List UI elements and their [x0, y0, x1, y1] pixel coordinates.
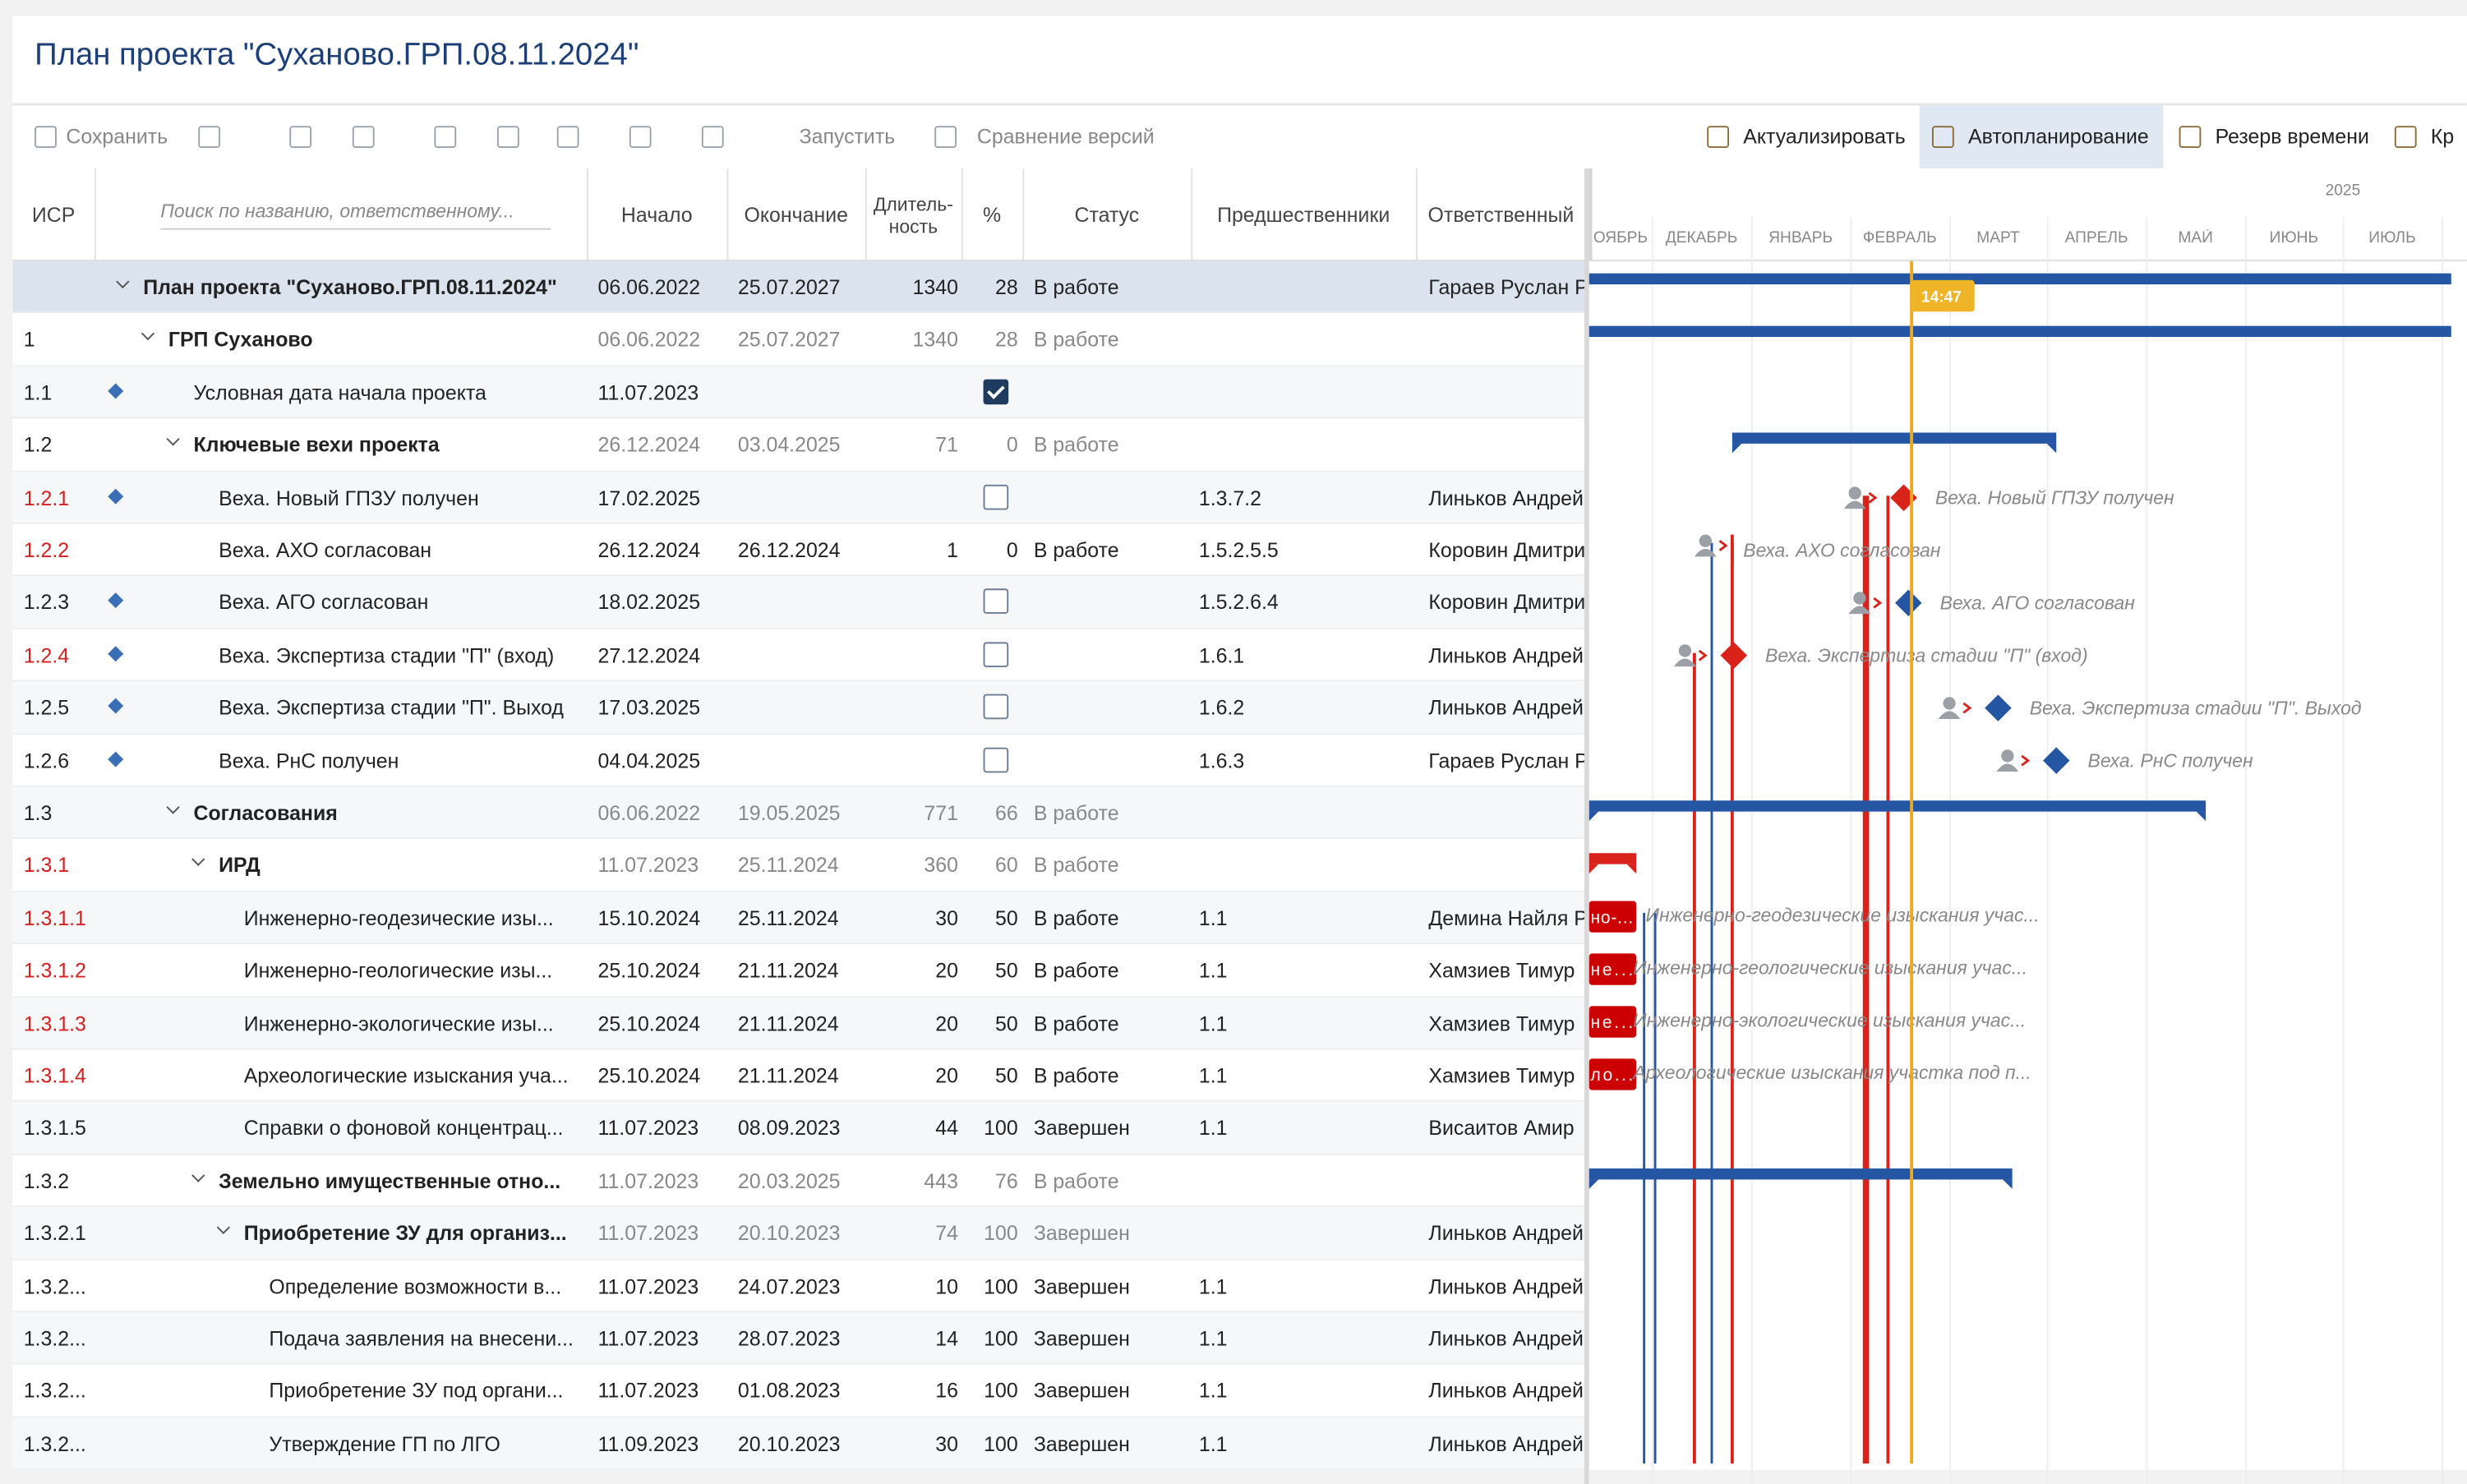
summary-bar: [1589, 800, 2206, 811]
person-icon: [1997, 763, 2019, 772]
milestone: [2043, 747, 2069, 774]
milestone: [1985, 694, 2011, 721]
gantt-label: Веха. Экспертиза стадии "П". Выход: [2030, 697, 2362, 718]
link-arrow: [1699, 651, 1706, 660]
bar-text: но-...: [1591, 908, 1634, 927]
summary-end: [1589, 1179, 2013, 1188]
summary-bar: [1589, 326, 2451, 337]
link-arrow: [1720, 541, 1727, 550]
person-icon: [1674, 659, 1696, 667]
milestone: [1721, 642, 1747, 669]
link-arrow: [1874, 598, 1880, 607]
milestone: [1895, 589, 1921, 616]
person-icon: [1849, 486, 1861, 499]
link-arrow: [2022, 756, 2028, 765]
person-icon: [1943, 697, 1955, 709]
person-icon: [1844, 501, 1866, 509]
summary-bar: [1732, 432, 2056, 443]
now-label: 14:47: [1921, 289, 1962, 306]
summary-end: [1589, 812, 2206, 821]
summary-end: [1589, 864, 1636, 873]
gantt-label: Археологические изыскания участка под п.…: [1631, 1062, 2031, 1083]
summary-bar: [1589, 1168, 2013, 1179]
summary-bar: [1589, 274, 2451, 284]
summary-end: [1732, 444, 2056, 453]
person-icon: [1679, 644, 1691, 657]
gantt-label: Веха. Новый ГПЗУ получен: [1935, 486, 2174, 508]
gantt-label: Веха. Экспертиза стадии "П" (вход): [1765, 644, 2088, 666]
link-arrow: [1869, 493, 1875, 502]
person-icon: [1695, 549, 1717, 557]
person-icon: [2001, 749, 2013, 762]
gantt-label: Инженерно-геодезические изыскания учас..…: [1646, 904, 2040, 925]
gantt-label: Инженерно-геологические изыскания учас..…: [1633, 956, 2027, 978]
gantt-label: Инженерно-экологические изыскания учас..…: [1633, 1009, 2026, 1030]
person-icon: [1853, 592, 1865, 604]
gantt-label: Веха. АГО согласован: [1940, 592, 2136, 613]
person-icon: [1699, 535, 1712, 547]
splitter: [1584, 168, 1589, 1484]
person-icon: [1939, 711, 1961, 719]
gantt-label: Веха. РнС получен: [2088, 749, 2253, 771]
link-arrow: [1963, 703, 1970, 712]
summary-bar: [1589, 853, 1636, 864]
